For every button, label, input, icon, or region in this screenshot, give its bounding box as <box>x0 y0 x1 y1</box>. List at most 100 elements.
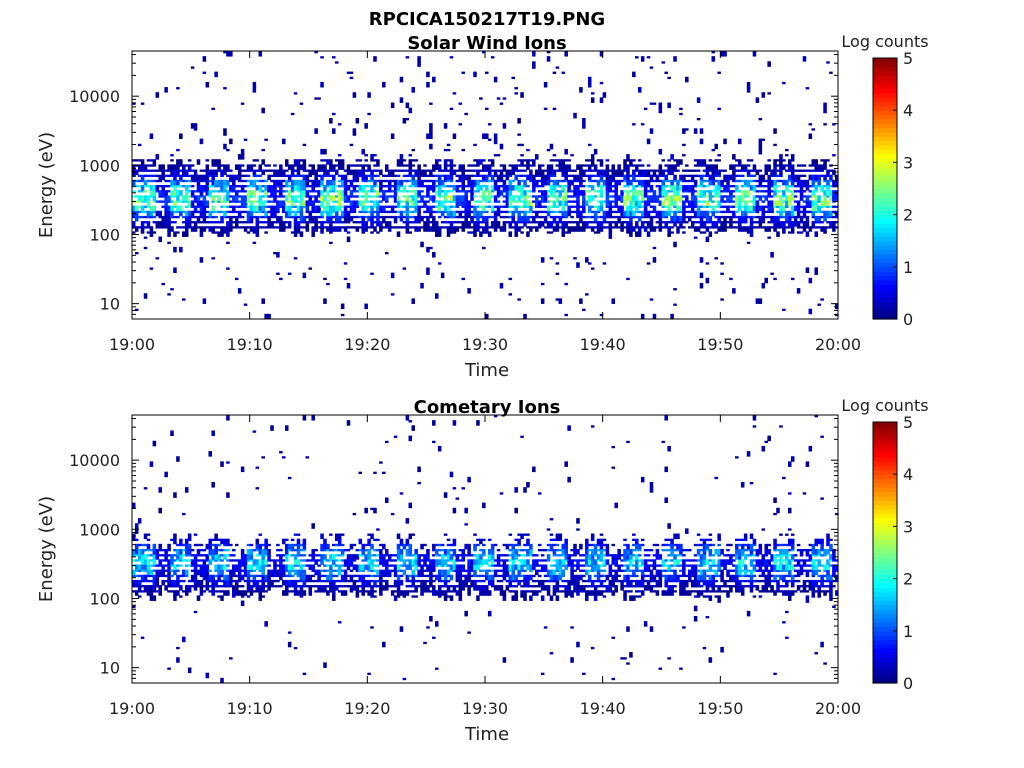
heatmap-cell <box>632 185 636 191</box>
heatmap-cell <box>226 574 230 581</box>
heatmap-cell <box>487 610 492 617</box>
heatmap-cell <box>384 210 389 214</box>
heatmap-cell <box>323 164 327 170</box>
heatmap-cell <box>352 574 357 578</box>
heatmap-cell <box>673 288 677 291</box>
heatmap-cell <box>626 159 630 162</box>
heatmap-cell <box>184 205 189 208</box>
heatmap-cell <box>299 174 304 178</box>
heatmap-cell <box>170 190 174 196</box>
heatmap-cell <box>558 190 563 196</box>
heatmap-cell <box>579 298 583 304</box>
heatmap-cell <box>749 210 754 214</box>
heatmap-cell <box>520 231 524 234</box>
heatmap-cell <box>470 190 474 196</box>
heatmap-cell <box>499 282 504 289</box>
heatmap-cell <box>499 143 504 150</box>
heatmap-cell <box>205 543 210 550</box>
heatmap-cell <box>814 221 819 224</box>
heatmap-cell <box>258 195 263 201</box>
heatmap-cell <box>485 569 489 576</box>
heatmap-cell <box>279 174 283 178</box>
heatmap-cell <box>155 154 160 160</box>
heatmap-cell <box>149 179 154 183</box>
heatmap-cell <box>176 554 180 560</box>
heatmap-cell <box>432 179 436 186</box>
heatmap-cell <box>240 169 245 172</box>
heatmap-cell <box>302 169 307 172</box>
heatmap-cell <box>252 241 257 245</box>
heatmap-cell <box>496 585 501 591</box>
heatmap-cell <box>676 190 680 196</box>
heatmap-cell <box>143 169 148 172</box>
heatmap-cell <box>693 164 698 167</box>
heatmap-cell <box>134 159 139 162</box>
heatmap-cell <box>735 195 739 201</box>
heatmap-cell <box>229 574 233 581</box>
heatmap-cell <box>817 174 821 181</box>
heatmap-cell <box>220 185 224 191</box>
heatmap-cell <box>705 200 710 207</box>
heatmap-cell <box>796 226 801 229</box>
heatmap-cell <box>573 195 577 198</box>
heatmap-cell <box>399 164 404 167</box>
heatmap-cell <box>434 231 439 237</box>
heatmap-cell <box>170 205 174 212</box>
heatmap-cell <box>437 185 442 191</box>
heatmap-cell <box>149 133 154 140</box>
heatmap-cell <box>529 159 533 162</box>
heatmap-cell <box>329 549 333 552</box>
heatmap-cell <box>190 123 195 129</box>
heatmap-cell <box>270 169 274 172</box>
heatmap-cell <box>361 579 365 586</box>
heatmap-cell <box>452 231 457 234</box>
heatmap-cell <box>334 190 339 193</box>
heatmap-cell <box>411 185 415 188</box>
heatmap-cell <box>132 605 136 609</box>
heatmap-cell <box>799 215 804 222</box>
heatmap-cell <box>505 190 510 196</box>
heatmap-cell <box>326 210 330 217</box>
heatmap-cell <box>564 282 568 286</box>
heatmap-cell <box>517 210 521 217</box>
heatmap-cell <box>252 164 257 167</box>
heatmap-cell <box>258 569 263 572</box>
heatmap-cell <box>179 595 183 598</box>
heatmap-cell <box>379 205 383 212</box>
heatmap-cell <box>720 200 724 203</box>
heatmap-cell <box>223 564 227 571</box>
heatmap-cell <box>346 585 351 588</box>
heatmap-cell <box>284 190 289 193</box>
heatmap-cell <box>252 574 257 581</box>
heatmap-cell <box>776 221 780 227</box>
heatmap-cell <box>646 210 651 217</box>
heatmap-cell <box>479 185 483 191</box>
heatmap-cell <box>449 231 454 234</box>
heatmap-cell <box>187 174 192 178</box>
heatmap-cell <box>332 174 336 181</box>
heatmap-cell <box>170 215 174 219</box>
heatmap-cell <box>470 215 474 222</box>
heatmap-cell <box>240 554 245 560</box>
heatmap-cell <box>526 200 530 207</box>
heatmap-cell <box>143 554 148 560</box>
heatmap-cell <box>723 138 727 145</box>
heatmap-cell <box>555 164 560 167</box>
heatmap-cell <box>220 231 224 237</box>
heatmap-cell <box>376 159 380 165</box>
heatmap-cell <box>458 200 463 207</box>
heatmap-cell <box>508 169 513 176</box>
heatmap-cell <box>446 564 451 567</box>
heatmap-cell <box>685 215 689 219</box>
heatmap-cell <box>270 200 274 203</box>
heatmap-cell <box>337 195 342 201</box>
heatmap-cell <box>582 179 586 183</box>
colorbar-segment <box>873 114 897 120</box>
heatmap-cell <box>302 200 307 207</box>
heatmap-cell <box>473 205 477 212</box>
colorbar-segment <box>873 175 897 181</box>
heatmap-cell <box>499 210 504 214</box>
heatmap-cell <box>429 102 433 105</box>
heatmap-cell <box>332 549 336 552</box>
heatmap-cell <box>149 226 154 232</box>
